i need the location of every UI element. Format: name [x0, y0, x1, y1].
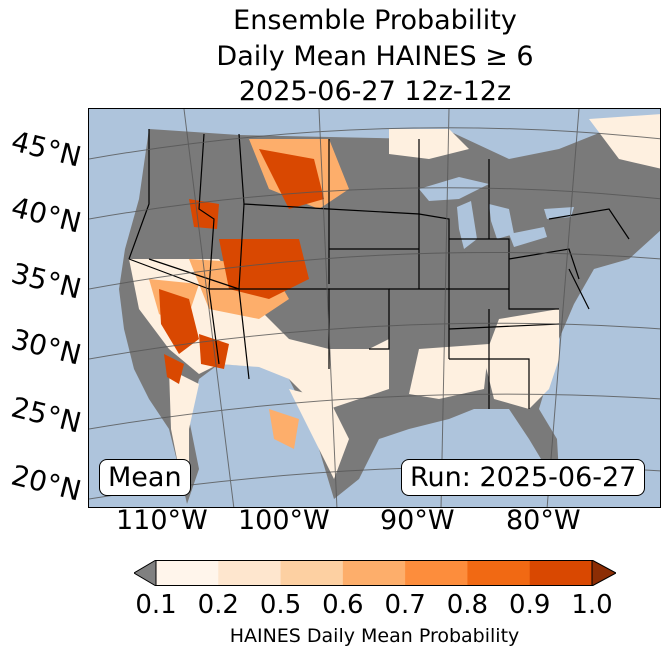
colorbar-frame: [155, 560, 593, 586]
colorbar-segment: [467, 560, 531, 586]
lon-label-80: 80°W: [506, 505, 581, 536]
title-line-2: Daily Mean HAINES ≥ 6: [216, 41, 534, 72]
colorbar-over-arrow: [591, 560, 616, 586]
colorbar-tick-label: 0.8: [446, 590, 489, 620]
lon-label-110: 110°W: [116, 505, 208, 536]
lon-label-100: 100°W: [238, 505, 330, 536]
map-canvas: [89, 109, 660, 507]
lat-label-45: 45°N: [8, 124, 85, 174]
high-probability-areas: [159, 149, 324, 384]
colorbar-tick-label: 1.0: [571, 590, 613, 620]
colorbar-tick-label: 0.5: [259, 590, 302, 620]
lat-label-30: 30°N: [8, 322, 85, 372]
title-line-1: Ensemble Probability: [233, 5, 517, 36]
colorbar-under-arrow: [134, 560, 157, 586]
state-borders: [128, 129, 630, 409]
colorbar-segment: [218, 560, 282, 586]
colorbar-tick-label: 0.7: [384, 590, 426, 620]
colorbar-segment: [405, 560, 468, 586]
probability-map: Mean Run: 2025-06-27: [88, 108, 661, 508]
colorbar-segments: [156, 560, 593, 586]
colorbar-segment: [529, 560, 593, 586]
lat-label-20: 20°N: [8, 458, 85, 508]
colorbar-segment: [280, 560, 344, 586]
colorbar-label: HAINES Daily Mean Probability: [229, 625, 520, 647]
lon-label-90: 90°W: [380, 505, 455, 536]
run-box: Run: 2025-06-27: [401, 459, 646, 496]
colorbar-tick-label: 0.9: [509, 590, 551, 620]
lat-label-25: 25°N: [8, 390, 85, 440]
colorbar-segment: [342, 560, 406, 586]
title-line-3: 2025-06-27 12z-12z: [238, 76, 512, 107]
colorbar-segment: [156, 560, 219, 586]
stat-box: Mean: [99, 459, 191, 496]
colorbar-tick-label: 0.2: [197, 590, 239, 620]
colorbar-tick-label: 0.6: [322, 590, 364, 620]
colorbar: [134, 560, 616, 586]
colorbar-tick-label: 0.1: [135, 590, 177, 620]
lat-label-35: 35°N: [8, 256, 85, 306]
lat-label-40: 40°N: [8, 190, 85, 240]
